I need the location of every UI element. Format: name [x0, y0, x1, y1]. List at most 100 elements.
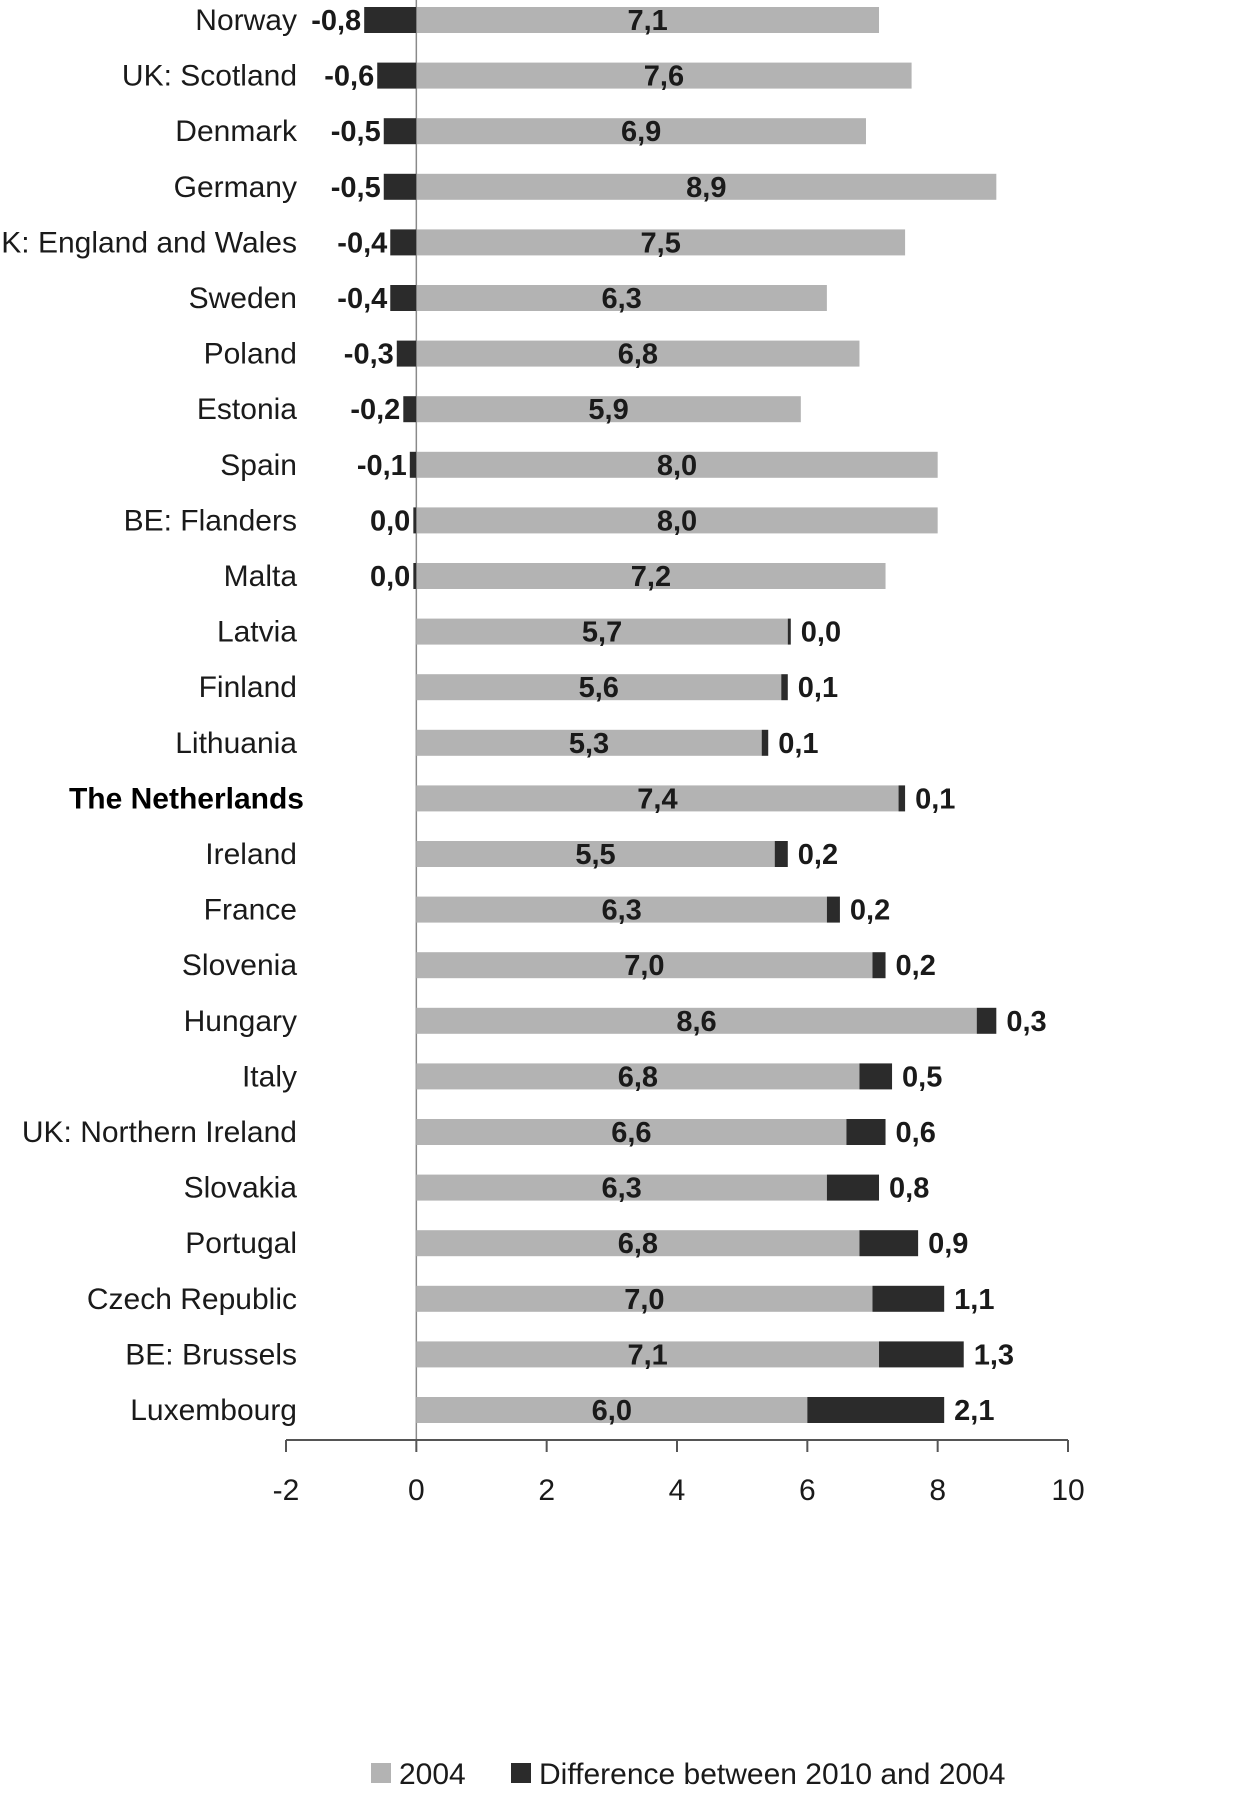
category-label: Slovenia [182, 949, 297, 982]
category-label: Malta [224, 560, 298, 593]
bar-2004 [416, 229, 906, 256]
data-label-2004: 7,4 [637, 783, 677, 815]
bar-difference [383, 118, 417, 145]
category-label: Estonia [197, 393, 297, 426]
bar-difference [409, 451, 417, 478]
data-label-2004: 6,8 [618, 1061, 658, 1093]
category-label: Poland [204, 338, 297, 371]
data-label-difference: -0,1 [357, 450, 407, 482]
data-label-2004: 8,6 [676, 1006, 716, 1038]
bar-2004 [416, 952, 873, 979]
bar-2004 [416, 563, 886, 589]
data-label-difference: 0,0 [370, 561, 410, 593]
data-label-2004: 8,0 [657, 505, 697, 537]
bar-2004 [416, 1397, 808, 1423]
data-label-difference: 0,6 [896, 1117, 936, 1149]
category-label: Ireland [205, 838, 297, 871]
data-label-2004: 6,3 [601, 895, 641, 927]
x-tick-label: 4 [669, 1474, 686, 1507]
bar-2004 [416, 396, 801, 423]
data-label-2004: 6,0 [592, 1395, 632, 1427]
bar-difference [413, 563, 417, 589]
data-label-difference: -0,2 [350, 394, 400, 426]
data-label-2004: 6,8 [618, 339, 658, 371]
data-label-difference: -0,8 [311, 5, 361, 37]
x-tick-label: 0 [408, 1474, 425, 1507]
bar-difference [859, 1063, 893, 1090]
bar-difference [761, 729, 769, 756]
x-tick-label: 10 [1051, 1474, 1084, 1507]
data-label-2004: 5,5 [575, 839, 615, 871]
bar-2004 [416, 62, 912, 89]
data-label-difference: -0,4 [337, 283, 387, 315]
bar-2004 [416, 841, 775, 867]
bar-difference [807, 1397, 945, 1423]
data-label-2004: 6,8 [618, 1228, 658, 1260]
data-label-2004: 7,1 [628, 5, 668, 37]
bar-2004 [416, 118, 866, 145]
category-label: Lithuania [175, 727, 297, 760]
category-label: The Netherlands [69, 782, 304, 815]
category-label: Finland [199, 671, 297, 704]
bar-difference [872, 1285, 945, 1312]
bar-2004 [416, 451, 938, 478]
category-label: Sweden [189, 282, 297, 315]
bar-2004 [416, 618, 788, 645]
data-label-difference: 0,0 [801, 617, 841, 649]
bar-difference [826, 896, 840, 923]
data-label-difference: -0,6 [324, 61, 374, 93]
data-label-2004: 7,0 [624, 1284, 664, 1316]
data-label-2004: 7,6 [644, 61, 684, 93]
bar-2004 [416, 7, 880, 33]
data-label-2004: 7,5 [641, 227, 681, 259]
data-label-difference: 0,1 [798, 672, 838, 704]
bar-2004 [416, 1174, 827, 1201]
data-label-difference: 0,0 [370, 505, 410, 537]
category-label: Italy [242, 1060, 297, 1093]
bar-difference [390, 285, 417, 311]
bar-2004 [416, 674, 782, 701]
category-label: Norway [195, 4, 297, 37]
data-label-2004: 5,7 [582, 617, 622, 649]
data-label-2004: 7,2 [631, 561, 671, 593]
legend-label-difference: Difference between 2010 and 2004 [539, 1758, 1005, 1791]
bar-2004 [416, 1341, 880, 1368]
data-label-difference: -0,5 [331, 172, 381, 204]
bar-difference [859, 1230, 919, 1257]
legend-swatch-difference [511, 1763, 531, 1783]
bar-difference [898, 785, 906, 812]
data-label-difference: 0,1 [915, 783, 955, 815]
bar-difference [774, 841, 788, 867]
data-label-difference: 2,1 [954, 1395, 994, 1427]
x-tick-label: 8 [929, 1474, 946, 1507]
bar-2004 [416, 896, 827, 923]
category-label: UK: Northern Ireland [22, 1116, 297, 1149]
bar-difference [383, 173, 417, 200]
category-label: BE: Flanders [124, 504, 297, 537]
category-label: UK: England and Wales [0, 226, 297, 259]
bar-difference [413, 507, 417, 534]
bar-2004 [416, 1007, 977, 1034]
data-label-difference: 1,1 [954, 1284, 994, 1316]
data-label-difference: -0,4 [337, 227, 387, 259]
category-label: Spain [220, 449, 297, 482]
bar-2004 [416, 785, 899, 812]
data-label-difference: 0,8 [889, 1173, 929, 1205]
data-label-difference: 0,9 [928, 1228, 968, 1260]
data-label-difference: 0,5 [902, 1061, 942, 1093]
data-label-difference: 1,3 [974, 1339, 1014, 1371]
data-label-2004: 6,9 [621, 116, 661, 148]
category-label: BE: Brussels [125, 1338, 297, 1371]
data-label-difference: -0,3 [344, 339, 394, 371]
data-label-difference: 0,2 [896, 950, 936, 982]
data-label-2004: 5,6 [579, 672, 619, 704]
data-label-2004: 5,9 [588, 394, 628, 426]
data-label-2004: 7,0 [624, 950, 664, 982]
bar-2004 [416, 1119, 847, 1145]
x-tick-label: 2 [538, 1474, 555, 1507]
data-label-2004: 6,3 [601, 283, 641, 315]
bar-difference [976, 1007, 997, 1034]
bar-difference [846, 1119, 886, 1145]
